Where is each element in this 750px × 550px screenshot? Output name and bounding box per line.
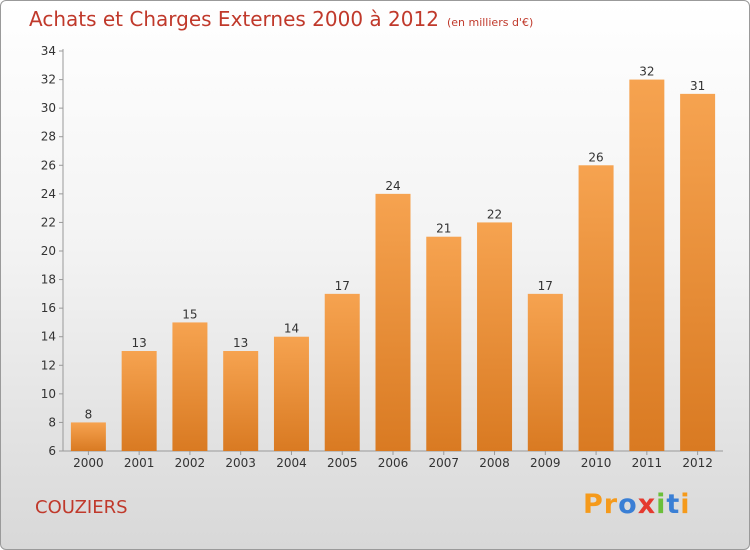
bar — [629, 79, 665, 452]
bar-value-label: 13 — [233, 336, 248, 350]
bar-value-label: 24 — [385, 179, 400, 193]
y-tick-label: 12 — [41, 358, 56, 372]
logo-letter: P — [583, 489, 604, 520]
bar-value-label: 21 — [436, 222, 451, 236]
bar-value-label: 13 — [132, 336, 147, 350]
x-tick-label: 2000 — [73, 456, 104, 470]
chart-subtitle: (en milliers d'€) — [446, 16, 534, 29]
bar — [426, 236, 462, 451]
y-tick-label: 22 — [41, 215, 56, 229]
bar — [578, 165, 614, 452]
x-tick-label: 2001 — [124, 456, 155, 470]
y-tick-label: 32 — [41, 73, 56, 87]
bar — [680, 93, 716, 451]
bar-value-label: 15 — [182, 307, 197, 321]
x-tick-label: 2010 — [581, 456, 612, 470]
logo-letter: o — [618, 489, 638, 520]
x-tick-label: 2003 — [225, 456, 256, 470]
bar-value-label: 32 — [639, 65, 654, 79]
y-tick-label: 8 — [48, 415, 56, 429]
bar-value-label: 17 — [538, 279, 553, 293]
chart-axes: 6 8 10 12 14 16 18 20 22 24 26 28 30 32 34 — [41, 44, 723, 458]
bar — [477, 222, 513, 451]
bar-value-label: 26 — [588, 150, 603, 164]
logo-letter: t — [666, 489, 681, 520]
chart-title-block: Achats et Charges Externes 2000 à 2012 (e… — [29, 7, 533, 31]
bar — [273, 336, 309, 451]
bar — [375, 193, 411, 451]
logo-letter: r — [603, 489, 619, 520]
x-tick-label: 2004 — [276, 456, 307, 470]
x-tick-label: 2008 — [479, 456, 510, 470]
x-tick-label: 2011 — [632, 456, 663, 470]
bar — [527, 293, 563, 451]
x-tick-label: 2007 — [428, 456, 459, 470]
bar — [121, 351, 157, 451]
x-tick-label: 2009 — [530, 456, 561, 470]
y-tick-label: 6 — [48, 444, 56, 458]
logo-letter: i — [680, 489, 691, 520]
proxiti-logo: Proxiti — [583, 489, 691, 520]
y-tick-label: 24 — [41, 187, 56, 201]
y-tick-label: 26 — [41, 158, 56, 172]
chart-labels: 8 2000 13 2001 15 2002 13 2003 14 2004 17 2005 24 200… — [73, 65, 713, 470]
x-tick-label: 2005 — [327, 456, 358, 470]
bar — [172, 322, 208, 451]
city-name: COUZIERS — [35, 497, 128, 518]
bar-value-label: 8 — [85, 407, 93, 421]
bar — [324, 293, 360, 451]
y-tick-label: 28 — [41, 130, 56, 144]
bar-value-label: 14 — [284, 322, 299, 336]
chart-bars — [70, 79, 716, 452]
bar-value-label: 31 — [690, 79, 705, 93]
y-tick-label: 10 — [41, 387, 56, 401]
y-tick-label: 20 — [41, 244, 56, 258]
x-tick-label: 2006 — [378, 456, 409, 470]
bar-value-label: 17 — [335, 279, 350, 293]
bar — [223, 351, 259, 451]
x-tick-label: 2002 — [175, 456, 206, 470]
y-tick-label: 34 — [41, 44, 56, 58]
y-tick-label: 30 — [41, 101, 56, 115]
bar-value-label: 22 — [487, 207, 502, 221]
chart-title: Achats et Charges Externes 2000 à 2012 — [29, 7, 439, 31]
y-tick-label: 14 — [41, 330, 56, 344]
logo-letter: i — [656, 489, 667, 520]
y-tick-label: 18 — [41, 273, 56, 287]
logo-letter: x — [637, 489, 657, 520]
x-tick-label: 2012 — [682, 456, 713, 470]
y-tick-label: 16 — [41, 301, 56, 315]
bar — [70, 422, 106, 451]
